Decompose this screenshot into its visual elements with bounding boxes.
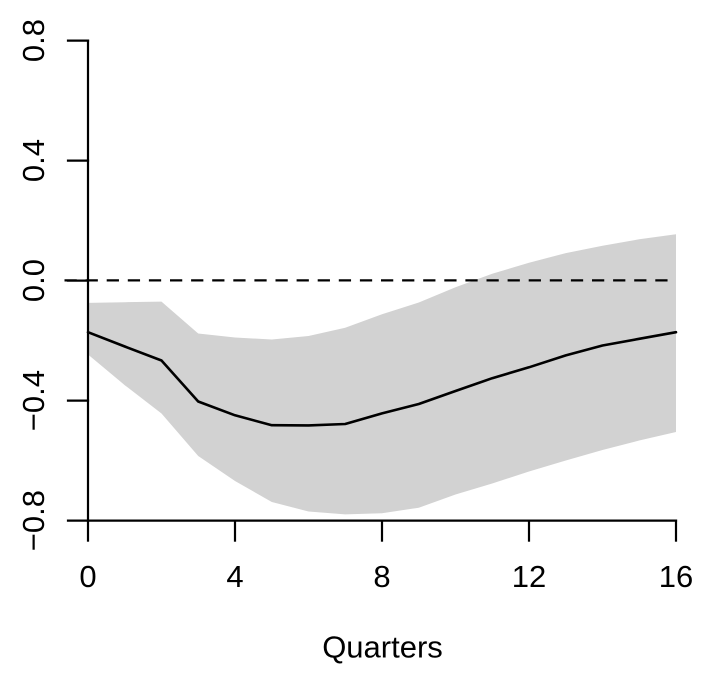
svg-text:4: 4 xyxy=(226,559,243,594)
svg-text:−0.8: −0.8 xyxy=(16,490,51,551)
svg-text:Quarters: Quarters xyxy=(322,630,443,665)
svg-text:0.0: 0.0 xyxy=(16,259,51,302)
svg-text:−0.4: −0.4 xyxy=(16,370,51,431)
svg-text:8: 8 xyxy=(373,559,390,594)
svg-text:0: 0 xyxy=(79,559,96,594)
svg-text:16: 16 xyxy=(659,559,693,594)
svg-text:0.8: 0.8 xyxy=(16,19,51,62)
svg-text:0.4: 0.4 xyxy=(16,139,51,182)
svg-text:12: 12 xyxy=(512,559,546,594)
